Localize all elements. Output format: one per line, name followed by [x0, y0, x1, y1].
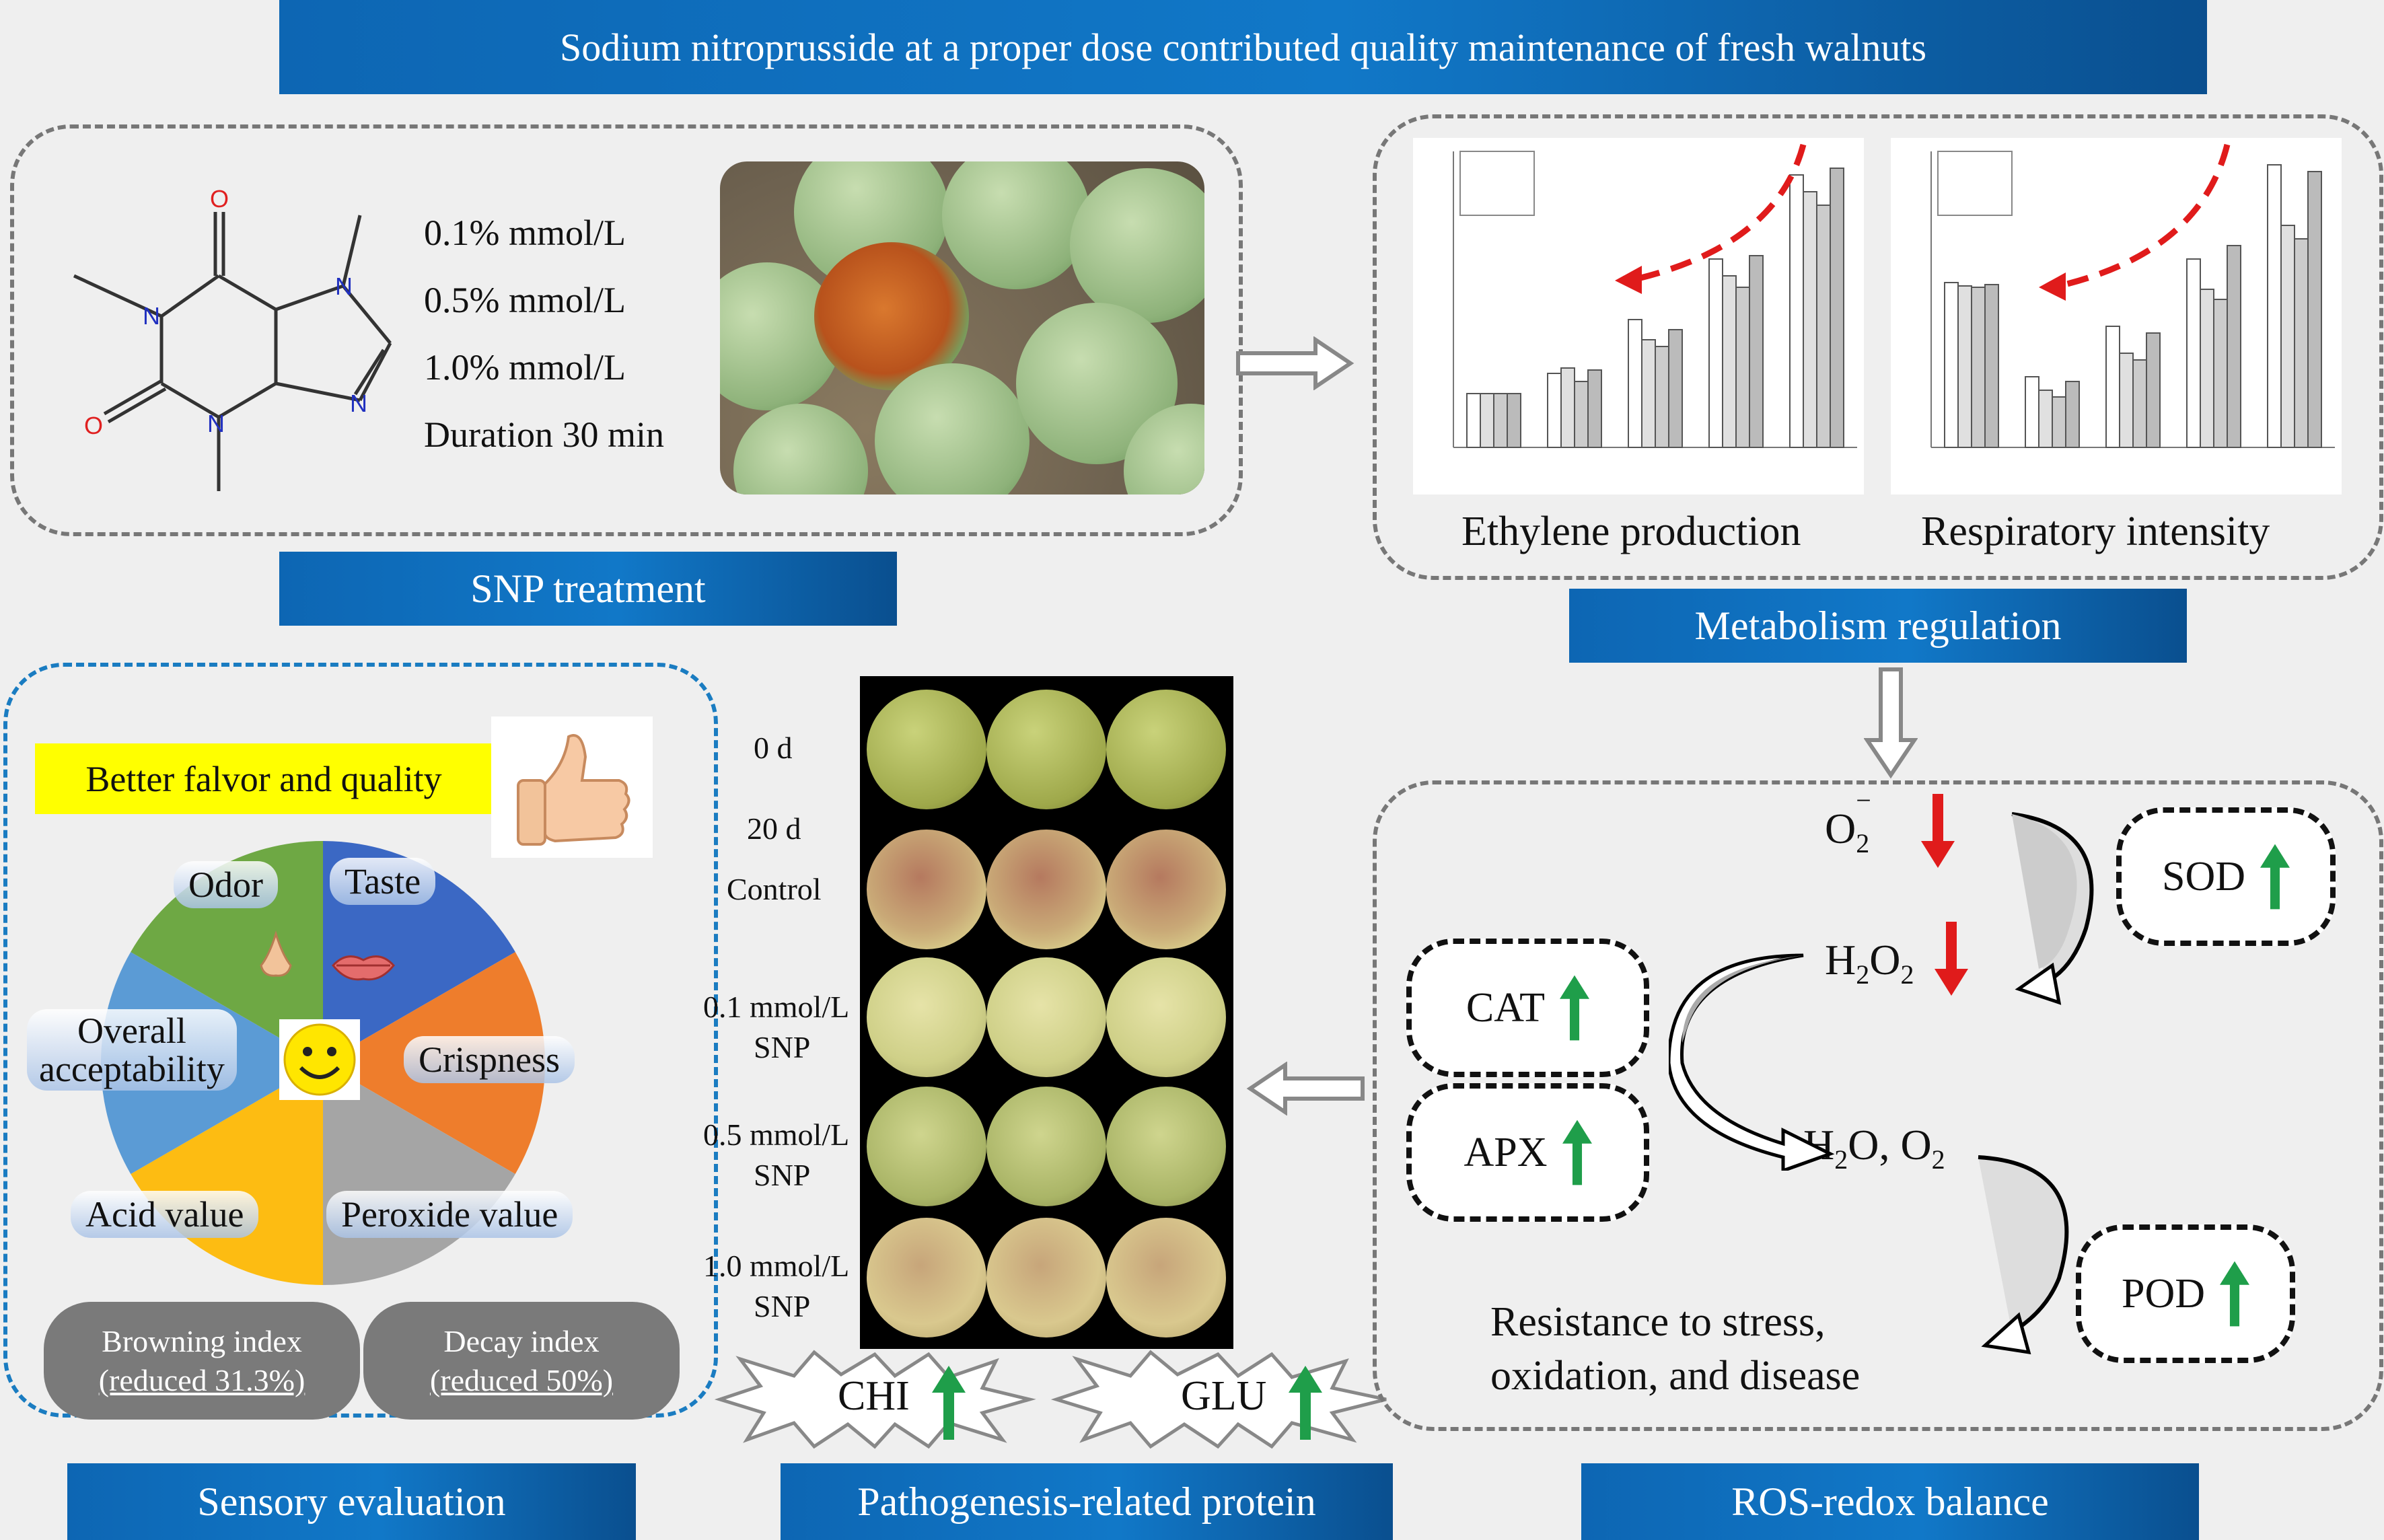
superoxide-label: O2−: [1825, 785, 1871, 858]
respiration-chart: [1891, 138, 2342, 494]
attr-acid: Acid value: [71, 1191, 259, 1238]
glu-up-arrow-icon: [1289, 1366, 1322, 1440]
atom-n-3: N: [207, 410, 225, 437]
apx-up-icon: [1562, 1120, 1592, 1185]
atom-n-1: N: [143, 302, 160, 330]
attr-odor: Odor: [174, 861, 278, 908]
resistance-line-2: oxidation, and disease: [1490, 1353, 1861, 1399]
attr-taste: Taste: [330, 858, 436, 905]
sensory-panel: [3, 663, 718, 1418]
row-01-snp: SNP: [754, 1030, 811, 1064]
row-05-snp: SNP: [754, 1158, 811, 1192]
superoxide-down-icon: [1921, 794, 1955, 868]
ros-panel: [1373, 780, 2383, 1431]
decay-index: Decay index (reduced 50%): [363, 1302, 680, 1420]
resistance-line-1: Resistance to stress,: [1490, 1299, 1826, 1345]
curve-arrow-pod-icon: [1978, 1155, 2069, 1355]
metabolism-banner: Metabolism regulation: [1569, 589, 2187, 663]
apx-box: APX: [1406, 1083, 1649, 1222]
cat-up-icon: [1560, 975, 1590, 1041]
ethylene-chart: [1413, 138, 1864, 494]
atom-o-top: O: [210, 185, 229, 213]
row-05: 0.5 mmol/L: [703, 1117, 850, 1152]
curve-arrow-sod-icon: [2011, 812, 2094, 1005]
respiration-caption: Respiratory intensity: [1921, 509, 2270, 554]
arrow-right-icon: [1236, 336, 1354, 390]
prp-banner: Pathogenesis-related protein: [781, 1463, 1393, 1540]
h2o2-label: H2O2: [1825, 936, 1914, 990]
smiley-icon: [279, 1019, 360, 1100]
attr-overall: Overall acceptability: [27, 1009, 237, 1091]
snp-treatment-banner: SNP treatment: [279, 552, 897, 626]
glu-label: GLU: [1181, 1373, 1267, 1419]
pod-box: POD: [2076, 1224, 2295, 1363]
row-control: Control: [727, 872, 822, 906]
sod-up-icon: [2260, 844, 2290, 910]
dose-3: 1.0% mmol/L: [424, 347, 626, 388]
curve-arrow-cat-icon: [1669, 953, 1835, 1171]
page-title: Sodium nitroprusside at a proper dose co…: [559, 25, 1927, 69]
walnut-photo: [720, 161, 1204, 494]
quality-header: Better falvor and quality: [35, 743, 493, 814]
atom-o-left: O: [84, 412, 103, 439]
chi-up-arrow-icon: [932, 1366, 966, 1440]
arrow-left-icon: [1246, 1062, 1365, 1115]
thumbs-up-icon: [491, 717, 653, 858]
snp-panel: [10, 124, 1243, 536]
ethylene-caption: Ethylene production: [1461, 509, 1801, 554]
h2o2-down-icon: [1935, 922, 1968, 996]
ros-banner: ROS-redox balance: [1581, 1463, 2199, 1540]
chemical-structure: O O N N N N: [73, 185, 392, 491]
lips-icon: [332, 955, 395, 981]
walnut-grid-photo: [860, 676, 1233, 1349]
row-20d: 20 d: [747, 811, 801, 846]
chi-label: CHI: [838, 1373, 910, 1419]
dose-2: 0.5% mmol/L: [424, 280, 626, 320]
atom-n-7: N: [335, 272, 353, 300]
browning-index: Browning index (reduced 31.3%): [44, 1302, 360, 1420]
row-10: 1.0 mmol/L: [703, 1249, 850, 1283]
sensory-banner: Sensory evaluation: [67, 1463, 636, 1540]
attr-crispness: Crispness: [404, 1036, 575, 1083]
sod-box: SOD: [2116, 807, 2336, 946]
duration: Duration 30 min: [424, 414, 664, 455]
cat-box: CAT: [1406, 939, 1649, 1077]
arrow-down-icon: [1864, 667, 1918, 779]
row-10-snp: SNP: [754, 1289, 811, 1323]
atom-n-9: N: [350, 390, 367, 417]
dose-1: 0.1% mmol/L: [424, 213, 626, 253]
pod-up-icon: [2220, 1261, 2250, 1327]
metabolism-panel: [1373, 114, 2383, 580]
title-banner: Sodium nitroprusside at a proper dose co…: [279, 0, 2207, 94]
nose-icon: [260, 930, 292, 977]
row-0d: 0 d: [754, 731, 793, 765]
attr-peroxide: Peroxide value: [326, 1191, 573, 1238]
row-01: 0.1 mmol/L: [703, 990, 850, 1024]
